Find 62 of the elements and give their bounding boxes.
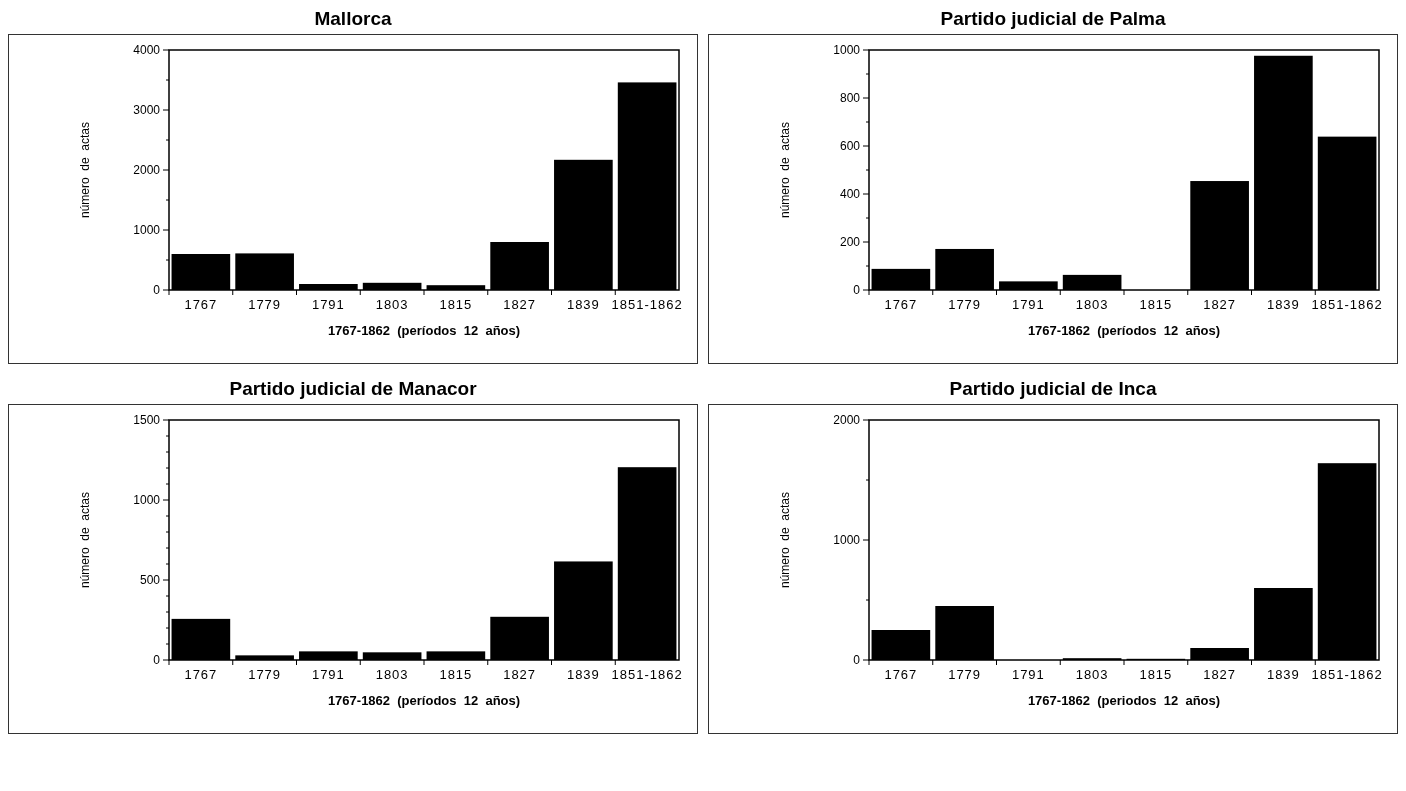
x-tick-label: 1827 bbox=[503, 297, 537, 312]
y-axis-title: número de actas bbox=[78, 121, 92, 219]
y-axis-title: número de actas bbox=[778, 491, 792, 589]
y-tick-label: 200 bbox=[839, 234, 861, 249]
y-tick-label: 1000 bbox=[833, 42, 861, 57]
x-axis-title: 1767-1862 (períodos 12 años) bbox=[1027, 323, 1221, 338]
y-tick-label: 1000 bbox=[833, 532, 861, 547]
y-tick-label: 2000 bbox=[133, 162, 161, 177]
chart-title: Partido judicial de Inca bbox=[948, 378, 1158, 401]
x-tick-label: 1767 bbox=[184, 297, 218, 312]
y-tick-label: 1500 bbox=[133, 412, 161, 427]
chart-title: Partido judicial de Palma bbox=[939, 8, 1167, 31]
x-tick-label: 1815 bbox=[439, 297, 473, 312]
y-tick-label: 500 bbox=[139, 572, 161, 587]
x-tick-label: 1851-1862 bbox=[1311, 297, 1383, 312]
y-tick-label: 0 bbox=[153, 282, 161, 297]
x-tick-label: 1827 bbox=[1203, 667, 1237, 682]
y-tick-label: 4000 bbox=[133, 42, 161, 57]
x-tick-label: 1767 bbox=[184, 667, 218, 682]
y-axis-title: número de actas bbox=[778, 121, 792, 219]
y-tick-label: 3000 bbox=[133, 102, 161, 117]
x-axis-title: 1767-1862 (períodos 12 años) bbox=[327, 693, 521, 708]
x-tick-label: 1803 bbox=[1075, 667, 1109, 682]
x-tick-label: 1839 bbox=[1266, 297, 1300, 312]
x-tick-label: 1791 bbox=[311, 297, 345, 312]
x-tick-label: 1791 bbox=[1011, 667, 1045, 682]
y-tick-label: 400 bbox=[839, 186, 861, 201]
x-tick-label: 1839 bbox=[566, 667, 600, 682]
x-tick-label: 1851-1862 bbox=[611, 297, 683, 312]
chart-title: Mallorca bbox=[313, 8, 393, 31]
y-tick-label: 0 bbox=[153, 652, 161, 667]
y-axis-title: número de actas bbox=[78, 491, 92, 589]
y-tick-label: 600 bbox=[839, 138, 861, 153]
x-tick-label: 1791 bbox=[311, 667, 345, 682]
x-tick-label: 1803 bbox=[375, 297, 409, 312]
x-tick-label: 1851-1862 bbox=[1311, 667, 1383, 682]
x-tick-label: 1791 bbox=[1011, 297, 1045, 312]
x-tick-label: 1803 bbox=[375, 667, 409, 682]
x-tick-label: 1827 bbox=[1203, 297, 1237, 312]
x-tick-label: 1815 bbox=[1139, 667, 1173, 682]
chart-title: Partido judicial de Manacor bbox=[228, 378, 478, 401]
y-tick-label: 0 bbox=[853, 282, 861, 297]
y-tick-label: 1000 bbox=[133, 492, 161, 507]
x-tick-label: 1815 bbox=[1139, 297, 1173, 312]
x-tick-label: 1851-1862 bbox=[611, 667, 683, 682]
x-tick-label: 1839 bbox=[1266, 667, 1300, 682]
x-tick-label: 1827 bbox=[503, 667, 537, 682]
x-tick-label: 1803 bbox=[1075, 297, 1109, 312]
x-tick-label: 1815 bbox=[439, 667, 473, 682]
x-tick-label: 1767 bbox=[884, 297, 918, 312]
y-tick-label: 1000 bbox=[133, 222, 161, 237]
x-tick-label: 1779 bbox=[248, 667, 282, 682]
x-tick-label: 1779 bbox=[248, 297, 282, 312]
x-tick-label: 1767 bbox=[884, 667, 918, 682]
x-axis-title: 1767-1862 (períodos 12 años) bbox=[327, 323, 521, 338]
x-tick-label: 1779 bbox=[948, 297, 982, 312]
x-tick-label: 1839 bbox=[566, 297, 600, 312]
y-tick-label: 800 bbox=[839, 90, 861, 105]
x-tick-label: 1779 bbox=[948, 667, 982, 682]
y-tick-label: 0 bbox=[853, 652, 861, 667]
x-axis-title: 1767-1862 (periodos 12 años) bbox=[1027, 693, 1221, 708]
y-tick-label: 2000 bbox=[833, 412, 861, 427]
